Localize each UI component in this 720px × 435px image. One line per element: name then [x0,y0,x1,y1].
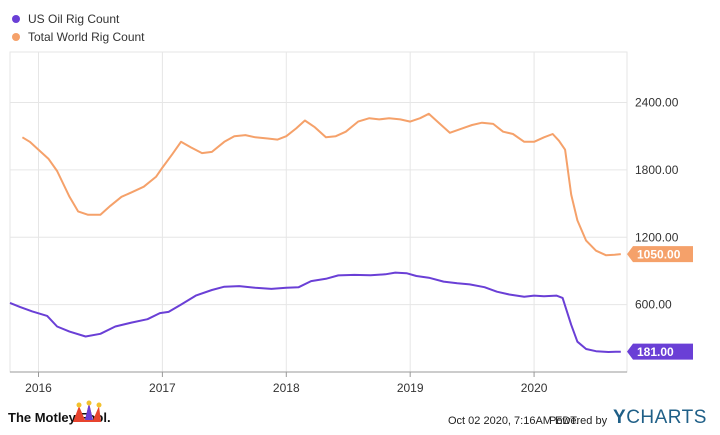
last-value-labels: 181.00 1050.00 [627,246,693,360]
y-tick-label: 1200.00 [635,230,679,244]
x-tick-label: 2017 [149,381,176,395]
series-line-0 [9,271,621,353]
ycharts-logo[interactable]: YCHARTS [613,407,707,428]
x-tick-label: 2019 [397,381,424,395]
x-tick-label: 2018 [273,381,300,395]
series-lines [9,112,621,353]
y-tick-label: 600.00 [635,298,672,312]
y-tick-label: 1800.00 [635,163,679,177]
last-value-label-1: 1050.00 [637,248,681,262]
last-value-badge-1 [627,246,693,263]
footer: The Motley Fool. Oct 02 2020, 7:16AM EDT… [0,398,720,435]
legend-item-us-oil[interactable]: US Oil Rig Count [10,10,145,28]
jester-hat-icon [73,400,102,422]
legend-swatch-world [12,33,20,41]
axes: 600.00 1200.00 1800.00 2400.00 2016 2017 2018 2… [10,96,679,395]
last-value-label-0: 181.00 [637,345,674,359]
legend-swatch-us-oil [12,15,20,23]
line-chart[interactable]: 600.00 1200.00 1800.00 2400.00 2016 2017 2018 2… [0,0,720,398]
x-tick-label: 2016 [25,381,52,395]
legend-label-world: Total World Rig Count [28,30,145,44]
timestamp: Oct 02 2020, 7:16AM EDT. [448,415,579,427]
legend-label-us-oil: US Oil Rig Count [28,12,120,26]
series-line-1 [21,112,621,257]
last-value-badge-0 [627,343,693,360]
legend-item-world[interactable]: Total World Rig Count [10,28,145,46]
x-tick-label: 2020 [521,381,548,395]
powered-by-label: Powered by [549,415,608,427]
y-tick-label: 2400.00 [635,96,679,110]
legend: US Oil Rig Count Total World Rig Count [10,10,145,46]
